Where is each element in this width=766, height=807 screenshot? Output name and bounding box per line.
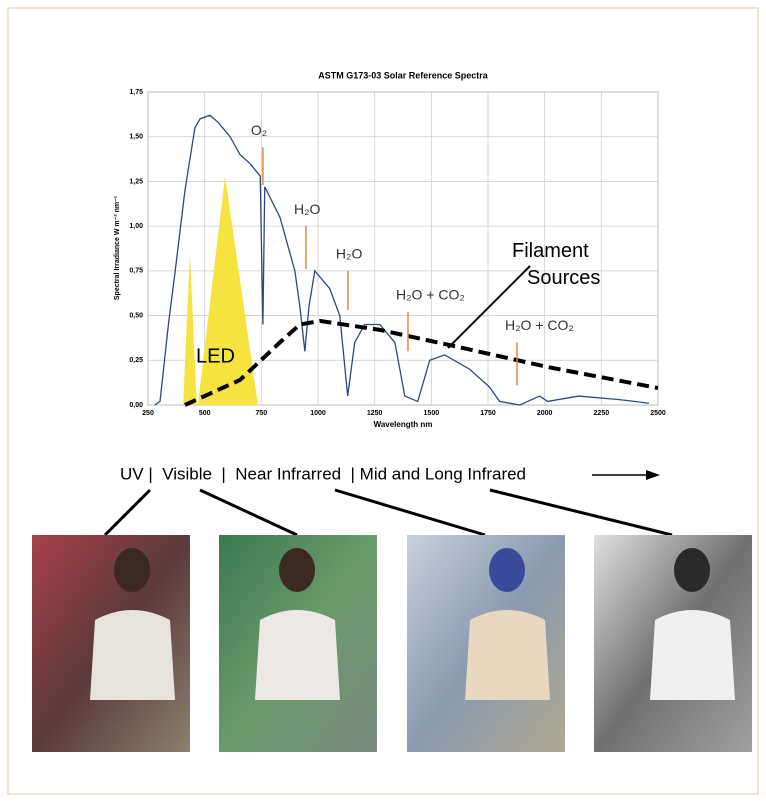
x-tick-label: 250 — [142, 410, 154, 417]
spectrum-line — [154, 114, 650, 406]
led-area — [183, 176, 258, 405]
connector — [103, 488, 152, 537]
y-tick-label: 1,75 — [129, 89, 143, 96]
chart-title: ASTM G173-03 Solar Reference Spectra — [318, 70, 489, 80]
y-tick-label: 1,00 — [129, 223, 143, 230]
absorption-label: H₂O + CO₂ — [396, 287, 465, 303]
absorption-label: H₂O — [336, 246, 363, 262]
y-tick-label: 1,25 — [129, 178, 143, 185]
x-tick-label: 2000 — [537, 410, 553, 417]
x-tick-label: 750 — [255, 410, 267, 417]
figure-body — [650, 610, 735, 700]
absorption-label: O₂ — [251, 122, 267, 138]
series-label: LED — [196, 345, 235, 367]
y-tick-label: 0,50 — [129, 312, 143, 319]
y-tick-label: 0,00 — [129, 402, 143, 409]
figure-body — [465, 610, 550, 700]
series-label: Filament Sources — [512, 240, 600, 289]
x-axis-label: Wavelength nm — [374, 420, 433, 429]
figure-head — [489, 548, 525, 592]
arrow-head — [646, 470, 660, 480]
figure-body — [90, 610, 175, 700]
connector — [334, 488, 486, 537]
x-tick-label: 1750 — [480, 410, 496, 417]
x-tick-label: 1000 — [310, 410, 326, 417]
x-tick-label: 2500 — [650, 410, 666, 417]
x-tick-label: 500 — [199, 410, 211, 417]
x-tick-label: 1500 — [424, 410, 440, 417]
connector — [489, 488, 673, 537]
figure-head — [114, 548, 150, 592]
absorption-label: H₂O — [294, 201, 321, 217]
band-labels: UV | Visible | Near Infrarred | Mid and … — [120, 464, 526, 483]
absorption-label: H₂O + CO₂ — [505, 317, 574, 333]
y-tick-label: 0,25 — [129, 357, 143, 364]
figures — [90, 548, 735, 700]
y-tick-label: 0,75 — [129, 268, 143, 275]
y-tick-label: 1,50 — [129, 134, 143, 141]
pointer-line — [447, 265, 531, 349]
y-axis-label: Spectral Irradiance W m⁻² nm⁻¹ — [114, 195, 121, 300]
figure-body — [255, 610, 340, 700]
figure-head — [674, 548, 710, 592]
frame — [7, 7, 759, 795]
x-tick-label: 2250 — [594, 410, 610, 417]
figure-head — [279, 548, 315, 592]
connector — [199, 488, 298, 537]
connectors — [103, 488, 673, 537]
x-tick-label: 1250 — [367, 410, 383, 417]
